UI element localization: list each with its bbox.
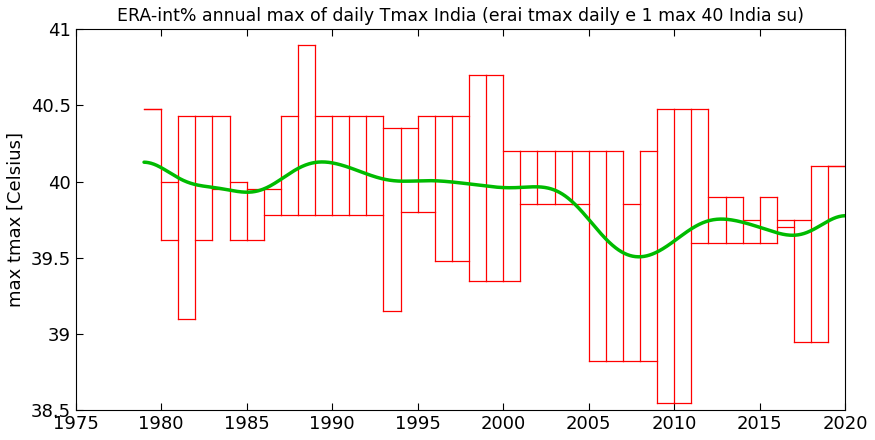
Title: ERA-int% annual max of daily Tmax India (erai tmax daily e 1 max 40 India su): ERA-int% annual max of daily Tmax India …	[117, 7, 804, 25]
Y-axis label: max tmax [Celsius]: max tmax [Celsius]	[7, 132, 25, 307]
